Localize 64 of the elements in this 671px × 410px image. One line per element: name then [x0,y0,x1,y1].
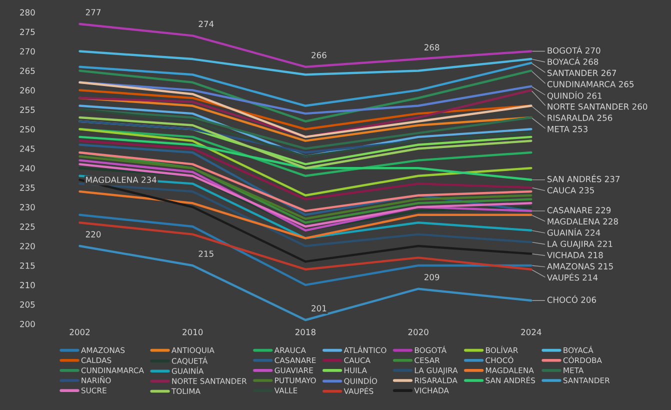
line-series [78,108,532,150]
y-tick-label: 230 [20,204,35,210]
x-tick-label: 2024 [521,328,542,336]
data-label: BOGOTÁ 270 [548,46,600,54]
y-tick-label: 220 [20,242,35,250]
line-series [78,128,532,196]
data-label: CAUCA 235 [547,187,594,194]
y-tick-label: 235 [20,184,35,191]
data-label: CASANARE 229 [547,207,611,214]
y-tick-label: 240 [20,165,35,172]
y-tick-label: 210 [20,282,35,288]
data-label: 201 [312,305,326,312]
x-tick-label: 2010 [182,328,203,336]
data-label: 268 [424,44,440,50]
line-series [78,244,532,322]
data-label: VICHADA 218 [547,252,603,258]
y-tick-label: 265 [20,68,35,74]
line-series [78,22,532,68]
line-series [78,62,532,107]
data-label: CUNDINAMARCA 265 [547,81,634,88]
y-tick-label: 275 [20,28,35,36]
data-label: QUINDÍO 261 [547,91,602,100]
data-label: AMAZONAS 215 [547,263,613,270]
y-tick-label: 255 [20,106,35,113]
y-tick-label: 215 [20,262,35,269]
line-series [78,144,532,216]
x-tick-label: 2002 [70,328,90,336]
y-tick-label: 225 [20,224,35,230]
data-label: LA GUAJIRA 221 [548,240,612,249]
line-series [78,151,532,212]
data-label: GUAINÍA 224 [547,228,600,236]
data-label: 266 [312,52,326,58]
data-label: 220 [86,231,101,238]
data-label: 215 [198,250,214,257]
line-series [78,136,532,181]
data-label: BOYACÁ 268 [548,57,598,65]
line-series [78,214,532,286]
data-label: RISARALDA 256 [548,114,612,121]
data-label: SAN ANDRÉS 237 [548,174,620,182]
data-label: MAGDALENA 228 [548,218,618,225]
data-label: NORTE SANTANDER 260 [548,103,648,110]
data-label: VAUPÉS 214 [547,272,598,281]
data-label: 277 [86,9,101,16]
x-tick-label: 2020 [408,328,428,336]
y-tick-label: 250 [20,126,35,132]
line-series [78,140,532,200]
data-label: SANTANDER 267 [548,70,616,76]
line-series [78,222,532,270]
y-tick-label: 270 [20,48,35,55]
y-tick-label: 200 [20,320,35,328]
y-tick-label: 205 [20,301,35,308]
y-tick-label: 260 [20,87,35,94]
data-label: META 253 [548,126,588,132]
data-label: 209 [424,274,440,280]
y-tick-label: 245 [20,146,35,152]
line-series [78,182,532,248]
data-label: 274 [198,20,214,27]
line-series [78,89,532,130]
y-tick-label: 280 [20,9,35,16]
x-tick-label: 2018 [295,328,316,336]
line-series [78,50,532,76]
line-series [78,178,532,263]
data-label: MAGDALENA 234 [86,176,156,183]
data-label: CHOCÓ 206 [547,295,596,303]
